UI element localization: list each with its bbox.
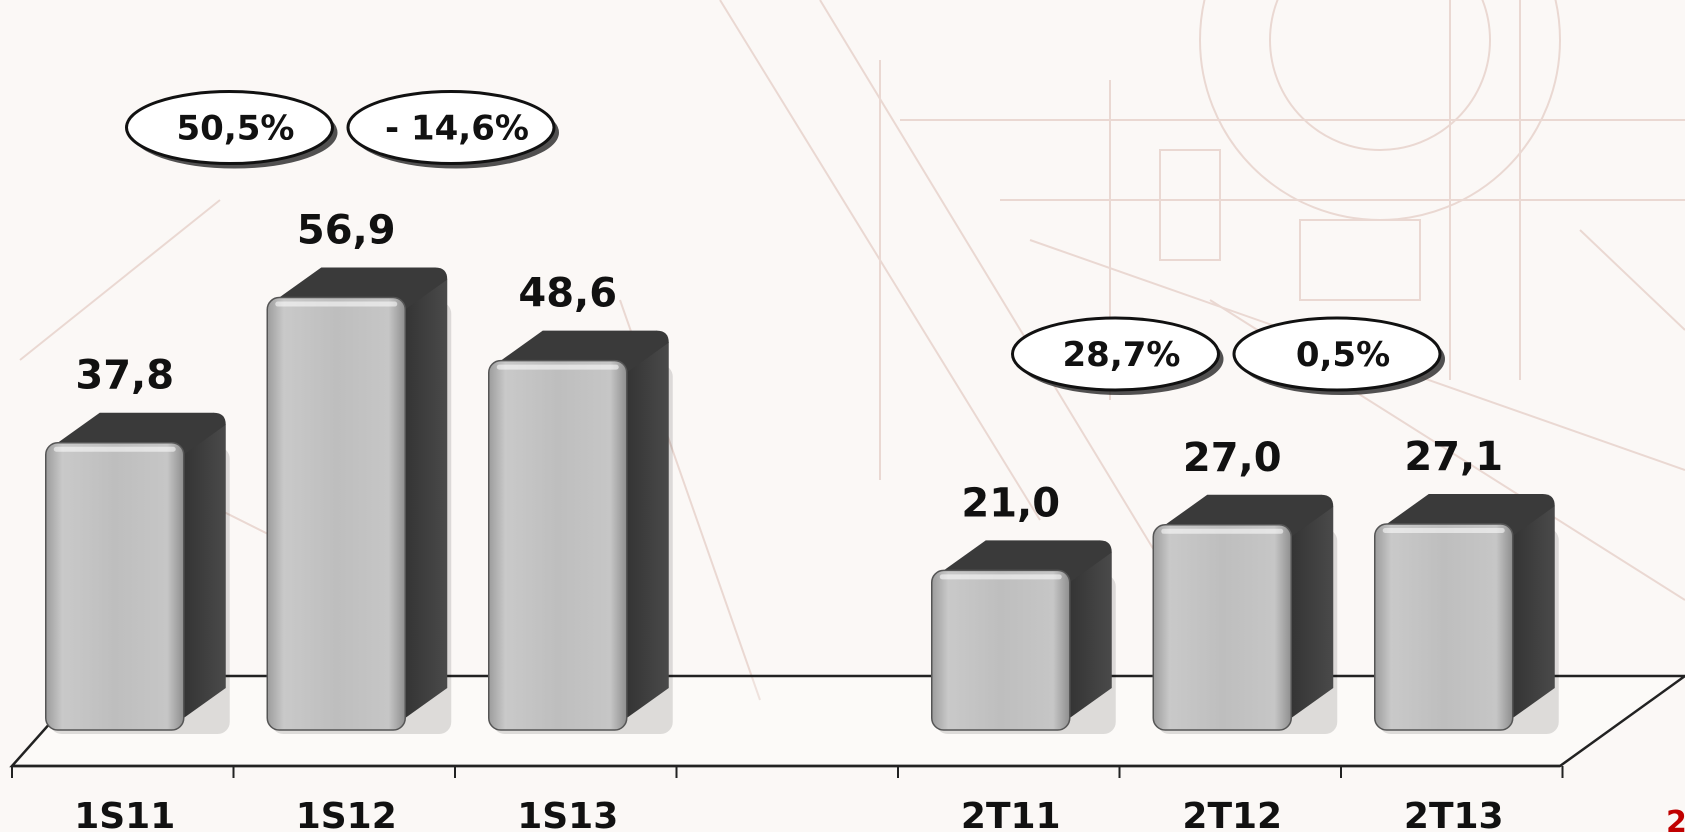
growth-annotation: - 14,6% — [346, 90, 559, 169]
category-label-2t13: 2T13 — [1404, 796, 1504, 832]
value-labels: 37,8 56,9 48,6 21,0 27,0 27,1 — [75, 208, 1503, 527]
category-label-1s11: 1S11 — [74, 796, 175, 832]
value-label-1s12: 56,9 — [297, 208, 396, 254]
bar-side — [1279, 494, 1334, 718]
annotation-ellipse — [1011, 316, 1220, 392]
annotation-label: - 14,6% — [385, 109, 529, 149]
value-label-2t11: 21,0 — [961, 480, 1060, 526]
growth-annotation: 0,5% — [1232, 316, 1445, 396]
bar-side — [1057, 540, 1112, 718]
bar-front — [931, 569, 1071, 731]
bar-front — [488, 359, 628, 731]
annotation-label: 0,5% — [1296, 335, 1390, 375]
annotation-ellipse — [1232, 316, 1442, 392]
bar-1s11 — [45, 412, 230, 734]
growth-annotation: 28,7% — [1011, 316, 1224, 396]
bar-front — [45, 441, 185, 731]
bar-highlight — [275, 301, 398, 307]
bar-highlight — [939, 574, 1062, 580]
growth-annotations: 50,5% - 14,6% 28,7% 0,5% — [125, 90, 1445, 396]
bars — [45, 267, 1559, 734]
bar-side — [393, 267, 448, 718]
x-axis-ticks — [11, 766, 1564, 778]
category-labels: 1S11 1S12 1S13 2T11 2T12 2T13 — [74, 796, 1503, 832]
bar-front — [266, 296, 406, 731]
bar-2t11 — [931, 540, 1116, 734]
bar-1s13 — [488, 330, 673, 734]
bar-highlight — [53, 446, 176, 452]
growth-annotation: 50,5% — [125, 90, 338, 169]
category-label-2t12: 2T12 — [1182, 796, 1282, 832]
bar-side — [171, 412, 226, 718]
bar-highlight — [1161, 528, 1284, 534]
bar-highlight — [496, 364, 619, 370]
bar-side — [614, 330, 669, 718]
value-label-2t12: 27,0 — [1183, 435, 1282, 481]
bar-highlight — [1382, 528, 1505, 534]
category-label-1s12: 1S12 — [296, 796, 397, 832]
bar-side — [1500, 494, 1555, 718]
value-label-1s13: 48,6 — [518, 271, 617, 317]
annotation-ellipse — [346, 90, 556, 166]
annotation-label: 50,5% — [177, 109, 295, 149]
annotation-ellipse — [125, 90, 334, 166]
bar-1s12 — [266, 267, 452, 734]
annotation-label: 28,7% — [1063, 335, 1181, 375]
category-label-2t11: 2T11 — [961, 796, 1061, 832]
bar-2t12 — [1152, 494, 1338, 734]
value-label-2t13: 27,1 — [1404, 434, 1503, 480]
bar-front — [1152, 524, 1292, 731]
bar-2t13 — [1374, 494, 1559, 734]
page-number: 2 — [1666, 805, 1685, 832]
value-label-1s11: 37,8 — [75, 353, 174, 399]
category-label-1s13: 1S13 — [517, 796, 618, 832]
bar-front — [1374, 523, 1514, 731]
